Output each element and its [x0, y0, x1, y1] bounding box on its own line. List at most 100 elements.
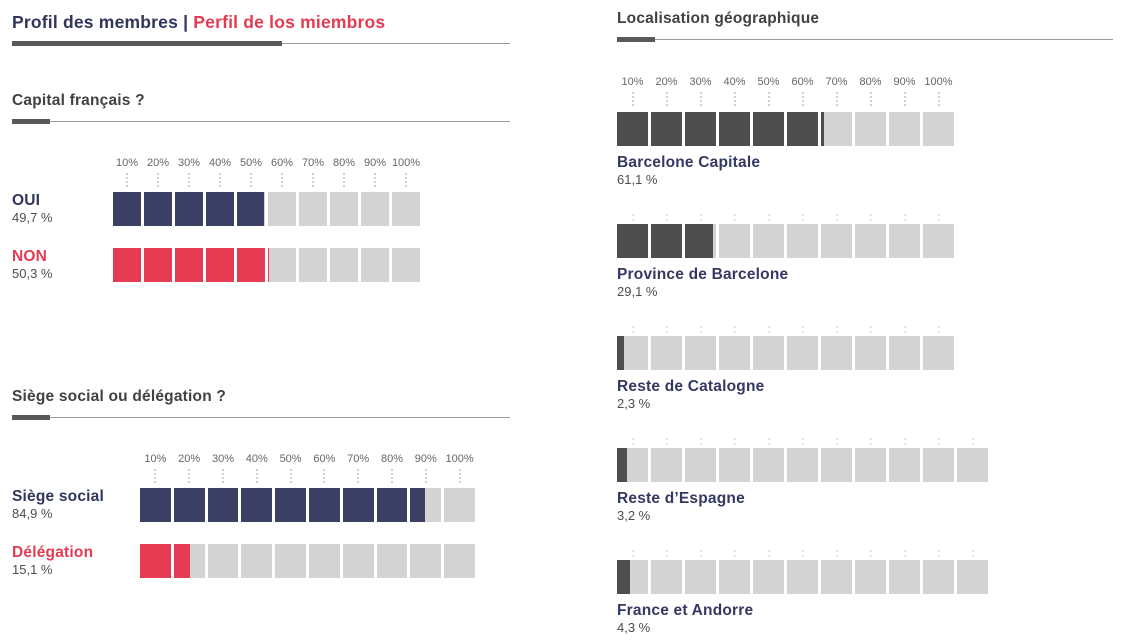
- axis-tick-mark: [312, 173, 314, 187]
- bar-segment-fill: [206, 192, 234, 226]
- siege-social-chart: 10% 20% 30% 40% 50% 60% 70% 80% 90% 100% Siège soc…: [12, 453, 510, 578]
- faint-tick: [821, 214, 852, 221]
- bar-segment: [787, 448, 818, 482]
- faint-tick-mark: [699, 550, 702, 557]
- geo-bar-row: Province de Barcelone 29,1 %: [617, 214, 1113, 300]
- bar-segment: [719, 336, 750, 370]
- axis-tick-label: 10%: [144, 453, 167, 465]
- bar-segment: [923, 560, 954, 594]
- bar-segment-fill: [617, 336, 625, 370]
- row-label: Barcelone Capitale: [617, 154, 761, 171]
- bar-segment-fill: [753, 112, 784, 146]
- bar-segment-fill: [175, 192, 203, 226]
- bar-segment: [957, 448, 988, 482]
- faint-tick-mark: [801, 214, 804, 221]
- faint-tick-mark: [801, 326, 804, 333]
- bar-segment: [889, 112, 920, 146]
- bar-segment: [855, 560, 886, 594]
- faint-tick-mark: [733, 438, 736, 445]
- bar-segment-fill: [651, 224, 682, 258]
- page-title-es: Perfil de los miembros: [193, 12, 386, 32]
- axis-tick-label: 90%: [893, 76, 916, 88]
- faint-tick-mark: [767, 326, 770, 333]
- bar-segment-fill: [144, 248, 172, 282]
- section-underline-rule: [617, 37, 1113, 42]
- bar-segment-fill: [241, 488, 273, 522]
- bar-segment: [719, 112, 750, 146]
- faint-tick-mark: [835, 550, 838, 557]
- row-value: 29,1 %: [617, 284, 658, 299]
- bar-segment: [685, 224, 716, 258]
- faint-tick: [821, 326, 852, 333]
- faint-tick: [923, 438, 954, 445]
- bar-segment: [753, 448, 784, 482]
- axis-tick: 20%: [144, 157, 172, 187]
- axis-tick: 70%: [343, 453, 374, 483]
- bar-segment: [889, 448, 920, 482]
- axis-tick-label: 30%: [689, 76, 712, 88]
- axis-tick: 80%: [377, 453, 408, 483]
- bar-segment: [617, 224, 648, 258]
- bar-segment-fill: [175, 248, 203, 282]
- bar-segment: [719, 448, 750, 482]
- row-label-block: Siège social 84,9 %: [12, 488, 140, 522]
- bar-segment: [237, 248, 265, 282]
- axis-tick: 30%: [208, 453, 239, 483]
- bar-segment: [685, 112, 716, 146]
- faint-tick: [923, 214, 954, 221]
- bar-segment: [957, 560, 988, 594]
- faint-tick: [787, 214, 818, 221]
- bar-segment-fill: [685, 112, 716, 146]
- bar-segment-fill: [719, 112, 750, 146]
- bar-segment: [821, 112, 852, 146]
- bar-segment: [140, 488, 171, 522]
- rule-thick-segment: [12, 41, 282, 46]
- faint-tick: [617, 326, 648, 333]
- bar-segment: [685, 336, 716, 370]
- row-value: 15,1 %: [12, 562, 53, 577]
- bar-segment: [175, 192, 203, 226]
- bar-segment: [821, 336, 852, 370]
- bar-row: NON 50,3 %: [12, 248, 510, 282]
- bar-segment: [753, 560, 784, 594]
- bar-row: Délégation 15,1 %: [12, 544, 510, 578]
- faint-tick-mark: [733, 326, 736, 333]
- axis-tick: 60%: [309, 453, 340, 483]
- faint-tick-mark: [971, 550, 974, 557]
- axis-tick-label: 80%: [859, 76, 882, 88]
- bar-segment: [206, 192, 234, 226]
- section-siege-social: Siège social ou délégation ? 10% 20% 30% 40…: [12, 388, 510, 578]
- faint-tick: [719, 326, 750, 333]
- bar-row: Siège social 84,9 %: [12, 488, 510, 522]
- bar-segment: [753, 336, 784, 370]
- axis-spacer: [12, 453, 140, 483]
- bar-segment: [617, 448, 648, 482]
- faint-tick: [787, 438, 818, 445]
- axis-tick: 70%: [299, 157, 327, 187]
- page-title: Profil des membres | Perfil de los miemb…: [12, 12, 510, 32]
- axis-tick-label: 40%: [245, 453, 268, 465]
- axis-tick-mark: [903, 92, 906, 106]
- axis-tick-label: 50%: [757, 76, 780, 88]
- axis-tick-mark: [188, 173, 190, 187]
- bar-segment: [651, 336, 682, 370]
- bar-segment: [207, 544, 239, 578]
- axis-tick: 90%: [889, 76, 920, 106]
- bar-segment: [376, 544, 408, 578]
- bar-segment: [392, 192, 420, 226]
- row-label: OUI: [12, 192, 41, 209]
- faint-tick-mark: [631, 326, 634, 333]
- bar-segment: [651, 112, 682, 146]
- bar-segment: [821, 448, 852, 482]
- axis-tick-label: 40%: [208, 157, 232, 169]
- axis-tick-row: 10% 20% 30% 40% 50% 60% 70% 80% 90% 100%: [617, 76, 1113, 106]
- faint-tick-mark: [767, 550, 770, 557]
- row-value: 61,1 %: [617, 172, 658, 187]
- faint-tick: [753, 438, 784, 445]
- title-underline-rule: [12, 41, 510, 46]
- faint-tick: [651, 550, 682, 557]
- axis-tick-mark: [458, 469, 461, 483]
- rule-thick-segment: [12, 415, 50, 420]
- row-label-block: Délégation 15,1 %: [12, 544, 140, 578]
- bar-segment: [342, 544, 374, 578]
